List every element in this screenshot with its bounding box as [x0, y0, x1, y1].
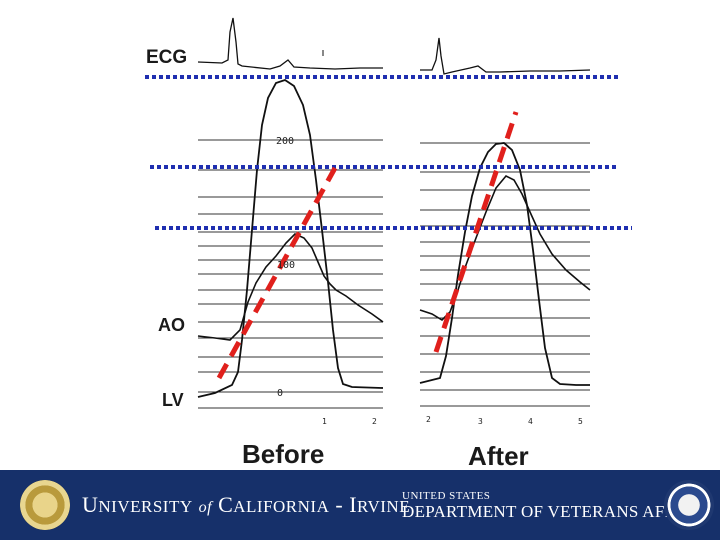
ao-curve-after: [419, 175, 591, 322]
ecg-trace-after: [420, 37, 591, 75]
lv-curve-after: [419, 142, 590, 386]
uci-wordmark: UNIVERSITY of CALIFORNIA - IRVINE: [82, 492, 411, 517]
tick-after-5: 5: [578, 417, 583, 426]
ecg-trace-before: [197, 17, 383, 70]
scale-200: 200: [276, 136, 294, 147]
va-department-title: DEPARTMENT OF VETERANS AFFAIRS: [402, 502, 714, 521]
uci-seal-logo: [20, 480, 70, 530]
dotted-reference-lines: [145, 75, 632, 230]
after-label: After: [468, 441, 529, 470]
lv-label: LV: [162, 390, 184, 410]
grid-after: [420, 142, 590, 407]
dashed-slope-lines: [216, 111, 519, 380]
scale-100: 100: [277, 260, 295, 271]
ecg-label: ECG: [146, 47, 187, 68]
pressure-tracing-diagram: ECG AO LV Before After 200 100 0 1 2 2 3…: [145, 17, 632, 470]
tick-after-4: 4: [528, 417, 533, 426]
va-united-states: UNITED STATES: [402, 490, 491, 502]
ao-label: AO: [158, 315, 185, 335]
tick-before-2: 2: [372, 417, 377, 426]
scale-0: 0: [277, 388, 283, 399]
tick-before-1: 1: [322, 417, 327, 426]
lv-curve-before: [197, 79, 384, 398]
va-seal-logo: [664, 480, 714, 530]
tick-after-2: 2: [426, 415, 431, 424]
ao-curve-before: [197, 233, 384, 341]
before-label: Before: [242, 439, 324, 469]
footer-banner: UNIVERSITY of CALIFORNIA - IRVINE UNITED…: [0, 470, 720, 540]
tick-after-3: 3: [478, 417, 483, 426]
